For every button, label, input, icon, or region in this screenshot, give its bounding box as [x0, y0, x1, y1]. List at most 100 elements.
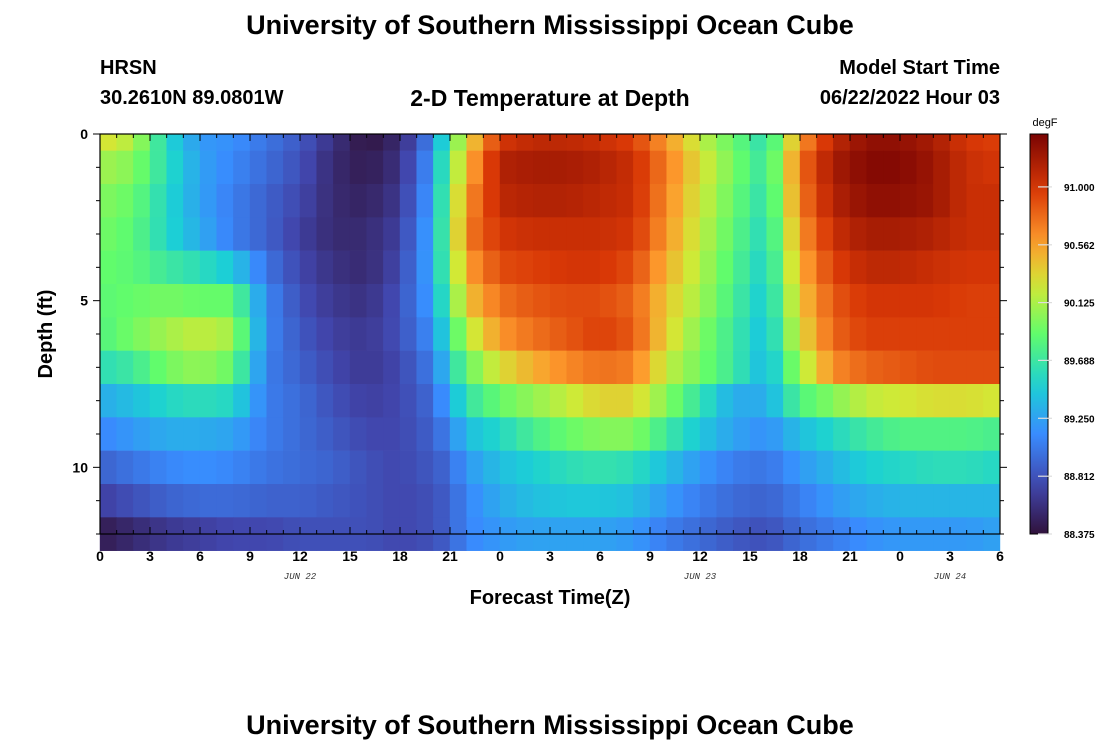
- heatmap-cell: [449, 184, 467, 218]
- heatmap-cell: [299, 150, 317, 185]
- heatmap-cell: [599, 350, 617, 385]
- heatmap-cell: [533, 217, 551, 251]
- heatmap-cell: [99, 284, 117, 318]
- heatmap-cell: [549, 350, 567, 385]
- colorbar-tick-label: 89.250: [1064, 414, 1095, 425]
- heatmap-cell: [349, 150, 367, 185]
- heatmap-cell: [266, 450, 284, 485]
- heatmap-cell: [933, 350, 951, 385]
- x-tick-label: 3: [946, 548, 954, 564]
- heatmap-cell: [799, 350, 817, 385]
- heatmap-cell: [266, 417, 284, 451]
- heatmap-cell: [466, 484, 484, 518]
- heatmap-cell: [133, 384, 151, 418]
- heatmap-cell: [616, 250, 634, 285]
- heatmap-cell: [666, 450, 684, 485]
- heatmap-cell: [266, 250, 284, 285]
- heatmap-cell: [583, 134, 601, 151]
- heatmap-cell: [983, 484, 1001, 518]
- heatmap-cell: [683, 250, 701, 285]
- heatmap-cell: [316, 134, 334, 151]
- heatmap-cell: [533, 284, 551, 318]
- heatmap-cell: [549, 317, 567, 351]
- heatmap-cell: [283, 450, 301, 485]
- heatmap-cell: [866, 384, 884, 418]
- heatmap-cell: [433, 484, 451, 518]
- heatmap-cell: [283, 417, 301, 451]
- heatmap-cell: [433, 350, 451, 385]
- heatmap-cell: [333, 317, 351, 351]
- heatmap-cell: [116, 250, 134, 285]
- heatmap-cell: [466, 284, 484, 318]
- heatmap-cell: [649, 284, 667, 318]
- heatmap-cell: [649, 384, 667, 418]
- heatmap-cell: [849, 317, 867, 351]
- heatmap-cell: [949, 134, 967, 151]
- heatmap-cell: [899, 284, 917, 318]
- heatmap-cell: [449, 150, 467, 185]
- heatmap-cell: [399, 450, 417, 485]
- heatmap-cell: [766, 150, 784, 185]
- heatmap-cell: [833, 484, 851, 518]
- heatmap-cell: [166, 450, 184, 485]
- heatmap-cell: [733, 217, 751, 251]
- colorbar-tick-label: 88.812: [1064, 472, 1095, 483]
- heatmap-cell: [416, 284, 434, 318]
- heatmap-cell: [249, 317, 267, 351]
- heatmap-cell: [199, 450, 217, 485]
- heatmap-cell: [233, 417, 251, 451]
- model-start-label: Model Start Time: [839, 57, 1000, 79]
- heatmap-cell: [983, 317, 1001, 351]
- heatmap-cell: [749, 350, 767, 385]
- heatmap-cell: [299, 484, 317, 518]
- heatmap-cell: [99, 134, 117, 151]
- heatmap-cell: [566, 284, 584, 318]
- heatmap-cell: [433, 284, 451, 318]
- heatmap-cell: [633, 484, 651, 518]
- heatmap-cell: [749, 150, 767, 185]
- heatmap-cell: [349, 134, 367, 151]
- heatmap-cell: [983, 217, 1001, 251]
- heatmap-cell: [983, 134, 1001, 151]
- heatmap-cell: [966, 284, 984, 318]
- heatmap-cell: [966, 350, 984, 385]
- heatmap-cell: [683, 317, 701, 351]
- heatmap-cell: [116, 350, 134, 385]
- heatmap-cell: [683, 134, 701, 151]
- heatmap-cell: [166, 317, 184, 351]
- heatmap-cell: [349, 250, 367, 285]
- heatmap-cell: [783, 217, 801, 251]
- heatmap-cell: [433, 217, 451, 251]
- heatmap-cell: [966, 184, 984, 218]
- heatmap-cell: [666, 150, 684, 185]
- heatmap-cell: [733, 384, 751, 418]
- heatmap-cell: [583, 484, 601, 518]
- heatmap-cell: [816, 250, 834, 285]
- heatmap-cell: [899, 217, 917, 251]
- heatmap-cell: [616, 284, 634, 318]
- heatmap-cell: [733, 350, 751, 385]
- heatmap-cell: [199, 484, 217, 518]
- heatmap-cell: [233, 317, 251, 351]
- heatmap-cell: [966, 150, 984, 185]
- heatmap-cell: [966, 450, 984, 485]
- heatmap-cell: [949, 284, 967, 318]
- heatmap-cell: [249, 484, 267, 518]
- heatmap-cell: [416, 184, 434, 218]
- heatmap-cell: [116, 484, 134, 518]
- heatmap-cell: [99, 384, 117, 418]
- heatmap-cell: [666, 134, 684, 151]
- heatmap-cell: [266, 150, 284, 185]
- x-date-label: JUN 22: [284, 572, 317, 582]
- heatmap-cell: [483, 384, 501, 418]
- heatmap-cell: [366, 317, 384, 351]
- heatmap-cell: [599, 317, 617, 351]
- heatmap-cell: [966, 250, 984, 285]
- heatmap-cell: [549, 217, 567, 251]
- heatmap-cell: [783, 250, 801, 285]
- heatmap-cell: [383, 484, 401, 518]
- heatmap-cell: [499, 317, 517, 351]
- heatmap-cell: [166, 384, 184, 418]
- heatmap-cell: [199, 250, 217, 285]
- heatmap-cell: [266, 217, 284, 251]
